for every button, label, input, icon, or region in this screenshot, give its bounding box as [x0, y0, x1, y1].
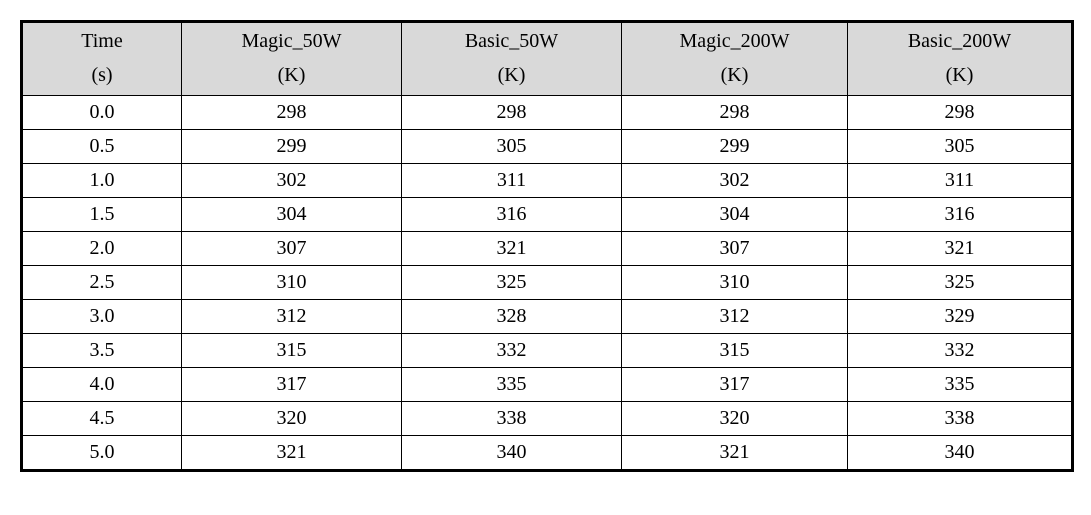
- col-unit: (K): [498, 65, 526, 85]
- table-row: 2.0 307 321 307 321: [22, 232, 1073, 266]
- cell-value: 305: [848, 130, 1073, 164]
- cell-time: 0.5: [22, 130, 182, 164]
- cell-value: 299: [182, 130, 402, 164]
- col-header-time: Time (s): [22, 22, 182, 96]
- cell-time: 3.0: [22, 300, 182, 334]
- cell-value: 316: [402, 198, 622, 232]
- table-row: 0.0 298 298 298 298: [22, 96, 1073, 130]
- cell-value: 332: [848, 334, 1073, 368]
- table-row: 1.0 302 311 302 311: [22, 164, 1073, 198]
- cell-value: 325: [402, 266, 622, 300]
- col-title: Magic_200W: [680, 31, 790, 51]
- cell-value: 320: [182, 402, 402, 436]
- cell-value: 325: [848, 266, 1073, 300]
- cell-value: 298: [622, 96, 848, 130]
- col-title: Basic_200W: [908, 31, 1011, 51]
- cell-value: 298: [848, 96, 1073, 130]
- cell-value: 317: [182, 368, 402, 402]
- col-title: Magic_50W: [242, 31, 342, 51]
- col-header-magic-200w: Magic_200W (K): [622, 22, 848, 96]
- cell-value: 307: [622, 232, 848, 266]
- col-header-basic-200w: Basic_200W (K): [848, 22, 1073, 96]
- table-header-row: Time (s) Magic_50W (K) Basic_50W (K): [22, 22, 1073, 96]
- cell-value: 338: [402, 402, 622, 436]
- table-row: 3.0 312 328 312 329: [22, 300, 1073, 334]
- cell-value: 304: [622, 198, 848, 232]
- cell-value: 321: [622, 436, 848, 471]
- cell-value: 321: [182, 436, 402, 471]
- cell-value: 298: [182, 96, 402, 130]
- cell-value: 335: [848, 368, 1073, 402]
- col-unit: (K): [721, 65, 749, 85]
- cell-value: 315: [622, 334, 848, 368]
- cell-value: 299: [622, 130, 848, 164]
- cell-value: 304: [182, 198, 402, 232]
- cell-time: 0.0: [22, 96, 182, 130]
- cell-value: 311: [848, 164, 1073, 198]
- cell-time: 2.0: [22, 232, 182, 266]
- col-unit: (K): [278, 65, 306, 85]
- cell-value: 335: [402, 368, 622, 402]
- cell-value: 315: [182, 334, 402, 368]
- data-table-container: Time (s) Magic_50W (K) Basic_50W (K): [20, 20, 1071, 472]
- cell-value: 307: [182, 232, 402, 266]
- cell-time: 4.5: [22, 402, 182, 436]
- cell-value: 320: [622, 402, 848, 436]
- cell-value: 317: [622, 368, 848, 402]
- table-row: 1.5 304 316 304 316: [22, 198, 1073, 232]
- cell-value: 302: [622, 164, 848, 198]
- cell-time: 1.5: [22, 198, 182, 232]
- cell-time: 2.5: [22, 266, 182, 300]
- cell-value: 316: [848, 198, 1073, 232]
- cell-time: 4.0: [22, 368, 182, 402]
- cell-value: 305: [402, 130, 622, 164]
- cell-value: 312: [182, 300, 402, 334]
- cell-value: 328: [402, 300, 622, 334]
- table-row: 4.0 317 335 317 335: [22, 368, 1073, 402]
- cell-value: 321: [848, 232, 1073, 266]
- table-body: 0.0 298 298 298 298 0.5 299 305 299 305 …: [22, 96, 1073, 471]
- col-title: Basic_50W: [465, 31, 558, 51]
- cell-value: 311: [402, 164, 622, 198]
- data-table: Time (s) Magic_50W (K) Basic_50W (K): [20, 20, 1074, 472]
- cell-value: 329: [848, 300, 1073, 334]
- table-header: Time (s) Magic_50W (K) Basic_50W (K): [22, 22, 1073, 96]
- table-row: 2.5 310 325 310 325: [22, 266, 1073, 300]
- cell-value: 310: [182, 266, 402, 300]
- cell-value: 312: [622, 300, 848, 334]
- table-row: 3.5 315 332 315 332: [22, 334, 1073, 368]
- col-unit: (K): [946, 65, 974, 85]
- cell-time: 1.0: [22, 164, 182, 198]
- col-unit: (s): [91, 65, 112, 85]
- cell-value: 321: [402, 232, 622, 266]
- table-row: 5.0 321 340 321 340: [22, 436, 1073, 471]
- col-header-magic-50w: Magic_50W (K): [182, 22, 402, 96]
- cell-value: 310: [622, 266, 848, 300]
- table-row: 4.5 320 338 320 338: [22, 402, 1073, 436]
- cell-time: 5.0: [22, 436, 182, 471]
- cell-value: 302: [182, 164, 402, 198]
- cell-value: 332: [402, 334, 622, 368]
- col-header-basic-50w: Basic_50W (K): [402, 22, 622, 96]
- cell-value: 340: [402, 436, 622, 471]
- cell-value: 338: [848, 402, 1073, 436]
- col-title: Time: [81, 31, 123, 51]
- cell-value: 340: [848, 436, 1073, 471]
- cell-value: 298: [402, 96, 622, 130]
- table-row: 0.5 299 305 299 305: [22, 130, 1073, 164]
- cell-time: 3.5: [22, 334, 182, 368]
